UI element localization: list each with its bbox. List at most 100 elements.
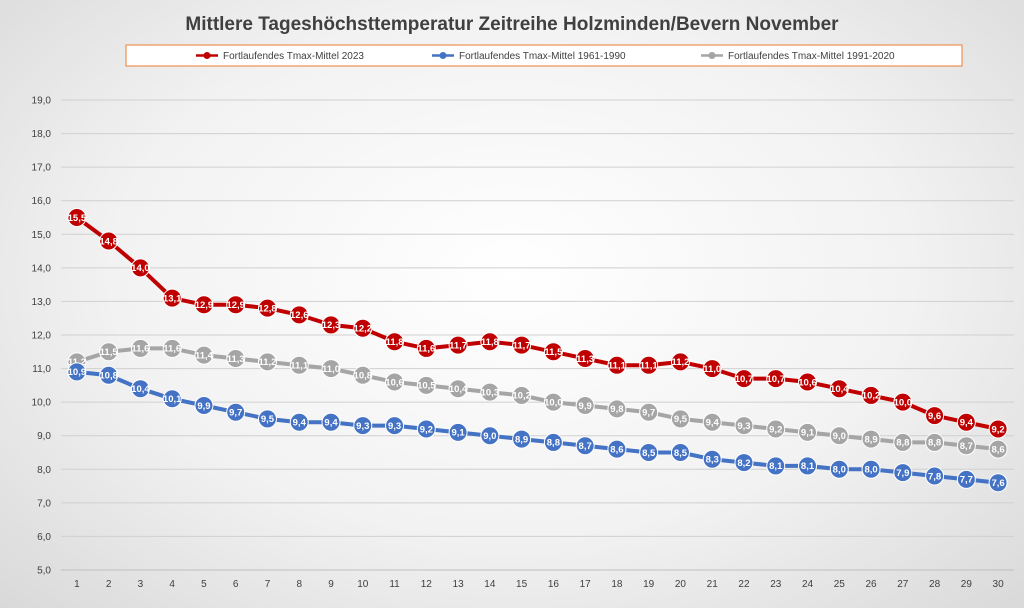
data-point bbox=[702, 412, 722, 432]
y-tick-label: 6,0 bbox=[37, 532, 51, 543]
x-tick-label: 9 bbox=[328, 579, 334, 590]
data-point bbox=[99, 342, 119, 362]
data-point bbox=[988, 439, 1008, 459]
data-point bbox=[575, 396, 595, 415]
data-label: 11,5 bbox=[544, 347, 563, 358]
data-label: 8,8 bbox=[547, 438, 560, 449]
x-tick-label: 28 bbox=[929, 579, 941, 590]
series-group: 15,5 14,8 14,0 13,1 12,9 12,9 12,8 12,6 12,3 12,2… bbox=[67, 208, 1008, 439]
y-tick-label: 19,0 bbox=[32, 96, 52, 107]
y-tick-label: 18,0 bbox=[32, 129, 52, 140]
data-label: 11,2 bbox=[258, 357, 276, 368]
data-label: 9,4 bbox=[960, 418, 974, 429]
data-point bbox=[639, 443, 659, 462]
data-label: 9,4 bbox=[324, 418, 338, 429]
data-point bbox=[639, 355, 659, 375]
data-point bbox=[257, 409, 277, 429]
data-label: 11,7 bbox=[513, 340, 531, 351]
data-point bbox=[416, 338, 436, 358]
data-label: 7,9 bbox=[896, 468, 909, 479]
x-tick-label: 3 bbox=[138, 579, 144, 590]
x-tick-label: 29 bbox=[961, 579, 973, 590]
data-point bbox=[702, 359, 722, 379]
data-point bbox=[543, 432, 563, 452]
data-label: 8,1 bbox=[769, 461, 783, 472]
data-point bbox=[289, 355, 309, 375]
data-point bbox=[321, 315, 341, 335]
data-label: 11,0 bbox=[703, 364, 721, 375]
data-point bbox=[226, 402, 246, 422]
data-label: 9,3 bbox=[737, 421, 750, 432]
data-label: 8,0 bbox=[864, 465, 877, 476]
x-tick-label: 6 bbox=[233, 579, 239, 590]
data-point bbox=[480, 382, 500, 402]
data-label: 11,6 bbox=[131, 344, 149, 355]
x-tick-label: 20 bbox=[675, 579, 687, 590]
x-tick-label: 1 bbox=[74, 579, 80, 590]
y-tick-label: 13,0 bbox=[32, 297, 52, 308]
data-point bbox=[956, 412, 976, 432]
data-label: 10,0 bbox=[544, 397, 563, 408]
data-label: 8,9 bbox=[864, 434, 877, 445]
data-point bbox=[670, 409, 690, 429]
data-point bbox=[734, 453, 754, 473]
x-tick-label: 2 bbox=[106, 579, 112, 590]
data-label: 12,2 bbox=[354, 324, 373, 335]
data-point bbox=[893, 392, 913, 412]
data-label: 9,7 bbox=[642, 408, 655, 419]
data-point bbox=[416, 419, 436, 439]
data-label: 11,5 bbox=[100, 347, 119, 358]
data-point bbox=[512, 429, 532, 449]
data-label: 9,1 bbox=[801, 428, 815, 439]
data-label: 10,6 bbox=[385, 377, 404, 388]
data-label: 9,7 bbox=[229, 408, 242, 419]
y-tick-label: 14,0 bbox=[32, 263, 52, 274]
data-point bbox=[512, 385, 532, 405]
data-point bbox=[925, 406, 945, 426]
y-tick-label: 17,0 bbox=[32, 163, 52, 174]
data-label: 9,2 bbox=[420, 424, 433, 435]
data-label: 10,2 bbox=[512, 391, 531, 402]
y-tick-label: 8,0 bbox=[37, 465, 51, 476]
series-layer: 11,2 11,5 11,6 11,6 11,4 11,3 11,2 11,1 11,0 10,8… bbox=[67, 208, 1008, 493]
x-tick-label: 4 bbox=[169, 579, 175, 590]
data-label: 9,2 bbox=[992, 424, 1005, 435]
data-point bbox=[67, 362, 87, 382]
data-label: 7,7 bbox=[960, 475, 973, 486]
data-label: 10,6 bbox=[798, 377, 817, 388]
legend-label: Fortlaufendes Tmax-Mittel 2023 bbox=[223, 51, 364, 62]
series-line bbox=[76, 369, 999, 485]
y-tick-label: 10,0 bbox=[32, 398, 52, 409]
data-point bbox=[861, 385, 881, 405]
data-point bbox=[829, 379, 849, 399]
data-point bbox=[257, 352, 277, 372]
data-label: 8,5 bbox=[674, 448, 688, 459]
data-point bbox=[670, 443, 690, 462]
legend-marker bbox=[439, 52, 447, 59]
data-label: 14,0 bbox=[131, 263, 150, 274]
legend-label: Fortlaufendes Tmax-Mittel 1961-1990 bbox=[459, 51, 626, 62]
data-label: 13,1 bbox=[163, 293, 182, 304]
data-label: 8,5 bbox=[642, 448, 656, 459]
x-tick-label: 12 bbox=[421, 579, 433, 590]
x-tick-label: 30 bbox=[993, 579, 1005, 590]
x-tick-label: 19 bbox=[643, 579, 655, 590]
data-point bbox=[480, 426, 500, 446]
y-tick-label: 15,0 bbox=[32, 230, 52, 241]
series-group: 10,9 10,8 10,4 10,1 9,9 9,7 9,5 9,4 9,4 9,3 9,3 9,2… bbox=[67, 362, 1008, 493]
data-point bbox=[162, 288, 182, 308]
data-label: 12,9 bbox=[195, 300, 214, 311]
data-point bbox=[448, 379, 468, 399]
data-point bbox=[861, 429, 881, 449]
data-label: 8,1 bbox=[801, 461, 815, 472]
data-label: 9,4 bbox=[293, 418, 307, 429]
data-point bbox=[575, 349, 595, 368]
data-label: 9,9 bbox=[579, 401, 592, 412]
data-point bbox=[353, 365, 373, 385]
data-point bbox=[512, 335, 532, 355]
data-point bbox=[99, 231, 119, 251]
data-point bbox=[130, 338, 150, 358]
data-label: 10,0 bbox=[894, 397, 913, 408]
data-point bbox=[416, 375, 436, 395]
data-label: 10,2 bbox=[862, 391, 881, 402]
